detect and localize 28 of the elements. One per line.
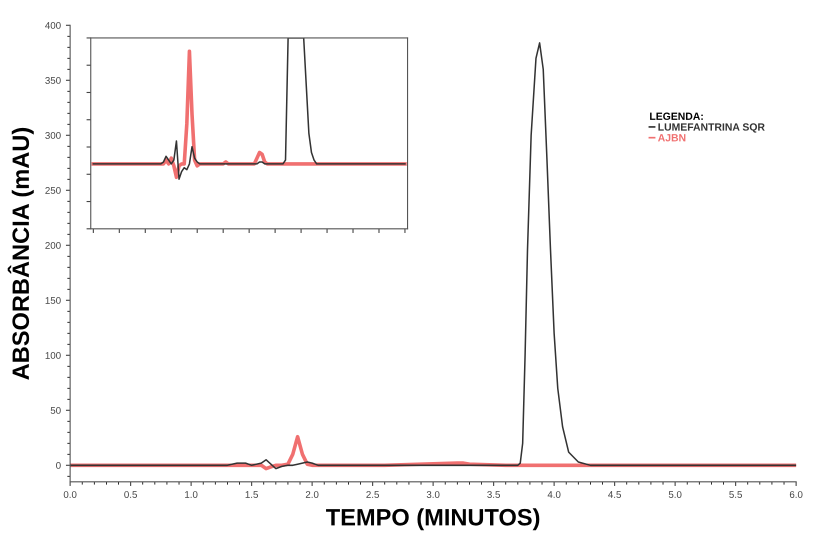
y-tick-label: 400 bbox=[45, 22, 61, 29]
x-tick-label: 4.5 bbox=[608, 491, 621, 498]
x-tick-label: 3.5 bbox=[487, 491, 500, 498]
x-tick-label: 4.0 bbox=[548, 491, 561, 498]
x-tick-label: 2.5 bbox=[366, 491, 379, 498]
y-tick-label: 100 bbox=[46, 352, 61, 359]
x-tick-label: 5.0 bbox=[668, 491, 682, 498]
y-tick-label: 350 bbox=[45, 77, 61, 84]
legend-label: LUMEFANTRINA SQR bbox=[658, 123, 765, 133]
y-axis-title: ABSORBÂNCIA (mAU) bbox=[8, 128, 34, 380]
x-tick-label: 3.0 bbox=[426, 491, 440, 498]
x-axis-title: TEMPO (MINUTOS) bbox=[326, 508, 540, 530]
y-tick-label: 200 bbox=[45, 242, 61, 249]
x-tick-label: 0.0 bbox=[64, 491, 77, 498]
y-tick-label: 150 bbox=[46, 297, 61, 304]
x-tick-label: 6.0 bbox=[790, 491, 803, 498]
legend-title: LEGENDA: bbox=[650, 112, 703, 120]
y-tick-label: 0 bbox=[56, 462, 61, 469]
x-tick-label: 0.5 bbox=[124, 491, 137, 498]
line-series bbox=[70, 42, 796, 470]
y-tick-label: 250 bbox=[45, 187, 61, 194]
x-tick-label: 2.0 bbox=[306, 491, 319, 498]
y-tick-label: 300 bbox=[45, 132, 61, 139]
x-tick-label: 1.5 bbox=[246, 491, 258, 498]
y-tick-label: 50 bbox=[50, 407, 61, 414]
x-tick-label: 5.5 bbox=[729, 491, 742, 498]
legend-label: AJBN bbox=[658, 134, 686, 142]
x-tick-label: 1.0 bbox=[185, 491, 198, 498]
